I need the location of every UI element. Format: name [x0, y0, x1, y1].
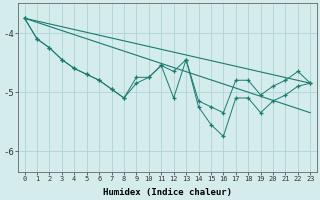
X-axis label: Humidex (Indice chaleur): Humidex (Indice chaleur): [103, 188, 232, 197]
